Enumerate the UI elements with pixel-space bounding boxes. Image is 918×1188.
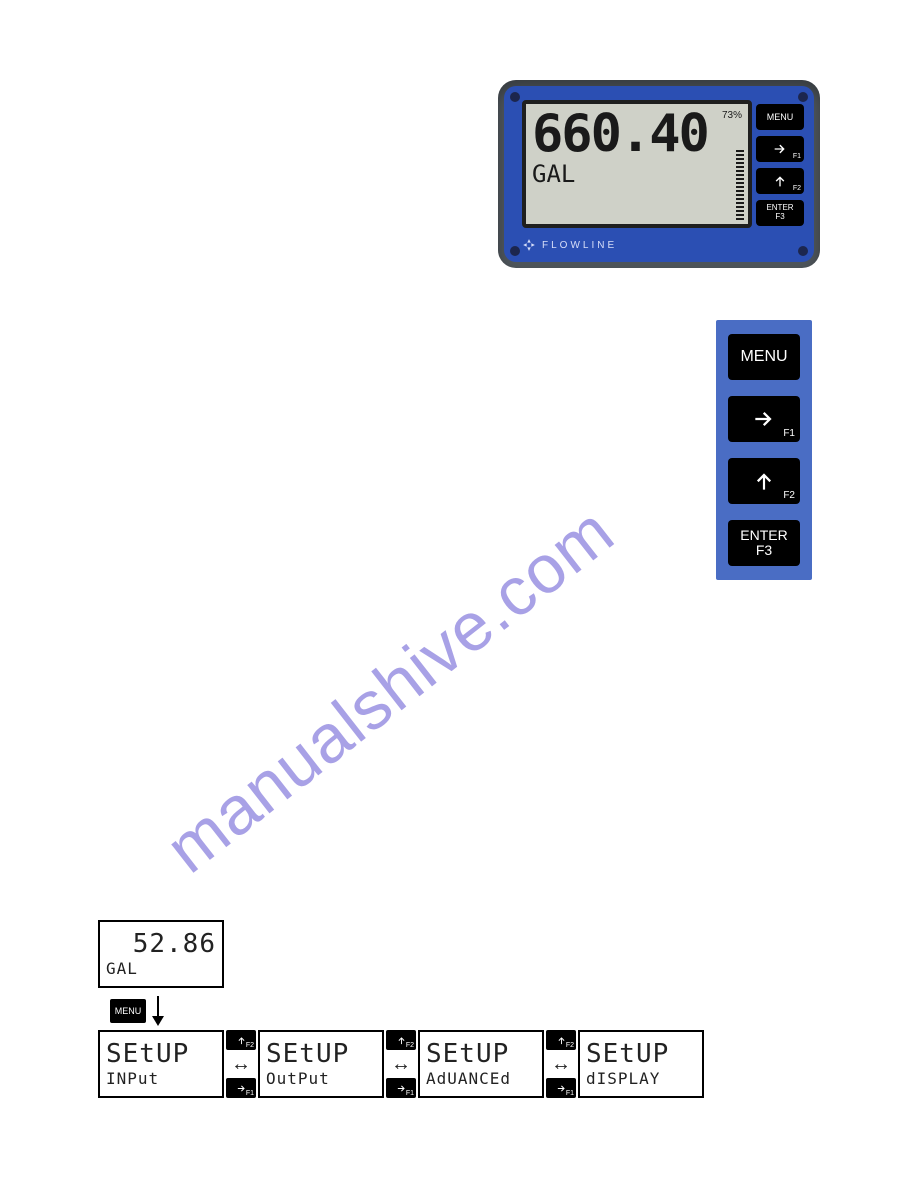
device-bezel: 73% 660.40 GAL MENU F1	[504, 86, 814, 262]
screw-icon	[510, 92, 520, 102]
key-sublabel: F3	[775, 213, 784, 222]
lcd-screen: SEtUP INPut	[98, 1030, 224, 1098]
flow-row: SEtUP INPut F2 ↔ F1 SEtUP OutPut	[98, 1030, 704, 1098]
device-photo: 73% 660.40 GAL MENU F1	[498, 80, 820, 268]
menu-button[interactable]: MENU	[756, 104, 804, 130]
key-sublabel: F1	[406, 1090, 414, 1097]
lcd-line1: SEtUP	[266, 1041, 376, 1067]
lcd-line2: GAL	[106, 959, 216, 978]
key-sublabel: F2	[246, 1042, 254, 1049]
brand-text: FLOWLINE	[542, 240, 617, 251]
flow-nav: F2 ↔ F1	[546, 1030, 576, 1098]
up-f2-button[interactable]: F2	[546, 1030, 576, 1050]
lcd-screen: SEtUP OutPut	[258, 1030, 384, 1098]
flow-diagram: 52.86 GAL MENU SEtUP INPut	[98, 920, 704, 1098]
arrow-up-icon	[772, 173, 788, 189]
arrow-right-icon	[772, 141, 788, 157]
lcd-main-value: 660.40	[532, 108, 744, 160]
right-f1-button[interactable]: F1	[728, 396, 800, 442]
arrow-up-icon	[751, 468, 777, 494]
right-f1-button[interactable]: F1	[226, 1078, 256, 1098]
lcd-line1: SEtUP	[426, 1041, 536, 1067]
arrow-down-icon	[152, 996, 164, 1026]
key-sublabel: F1	[566, 1090, 574, 1097]
lcd-screen: SEtUP AdUANCEd	[418, 1030, 544, 1098]
brand-label: FLOWLINE	[522, 238, 617, 252]
lcd-line1: 52.86	[106, 931, 216, 957]
key-sublabel: F1	[793, 153, 801, 160]
double-arrow-icon: ↔	[391, 1054, 411, 1074]
key-sublabel: F3	[756, 543, 772, 558]
screw-icon	[510, 246, 520, 256]
right-f1-button[interactable]: F1	[386, 1078, 416, 1098]
up-f2-button[interactable]: F2	[386, 1030, 416, 1050]
flow-nav: F2 ↔ F1	[226, 1030, 256, 1098]
watermark: manualshive.com	[152, 492, 629, 888]
device-keypad: MENU F1 F2 ENTER F3	[756, 104, 804, 226]
right-f1-button[interactable]: F1	[756, 136, 804, 162]
lcd-percent: 73%	[722, 110, 742, 121]
keypad-strip: MENU F1 F2 ENTER F3	[716, 320, 812, 580]
key-sublabel: F2	[783, 490, 795, 501]
lcd-line2: AdUANCEd	[426, 1069, 536, 1088]
screw-icon	[798, 92, 808, 102]
lcd-line2: dISPLAY	[586, 1069, 696, 1088]
flow-down-connector: MENU	[110, 996, 704, 1026]
key-label: MENU	[115, 1006, 142, 1016]
enter-f3-button[interactable]: ENTER F3	[756, 200, 804, 226]
key-sublabel: F1	[783, 428, 795, 439]
double-arrow-icon: ↔	[231, 1054, 251, 1074]
arrow-right-icon	[751, 406, 777, 432]
key-label: MENU	[767, 112, 794, 122]
lcd-line2: OutPut	[266, 1069, 376, 1088]
key-sublabel: F2	[406, 1042, 414, 1049]
key-sublabel: F2	[793, 185, 801, 192]
key-sublabel: F2	[566, 1042, 574, 1049]
lcd-unit: GAL	[532, 160, 575, 188]
lcd-bargraph-icon	[736, 126, 744, 220]
lcd-screen: SEtUP dISPLAY	[578, 1030, 704, 1098]
double-arrow-icon: ↔	[551, 1054, 571, 1074]
lcd-line1: SEtUP	[586, 1041, 696, 1067]
flow-start: 52.86 GAL	[98, 920, 704, 988]
lcd-line2: INPut	[106, 1069, 216, 1088]
right-f1-button[interactable]: F1	[546, 1078, 576, 1098]
flow-nav: F2 ↔ F1	[386, 1030, 416, 1098]
device-lcd: 73% 660.40 GAL	[522, 100, 752, 228]
screw-icon	[798, 246, 808, 256]
enter-f3-button[interactable]: ENTER F3	[728, 520, 800, 566]
up-f2-button[interactable]: F2	[728, 458, 800, 504]
key-label: MENU	[740, 348, 787, 366]
key-sublabel: F1	[246, 1090, 254, 1097]
menu-button[interactable]: MENU	[110, 999, 146, 1023]
lcd-line1: SEtUP	[106, 1041, 216, 1067]
up-f2-button[interactable]: F2	[226, 1030, 256, 1050]
flow-step: SEtUP AdUANCEd	[418, 1030, 544, 1098]
lcd-screen: 52.86 GAL	[98, 920, 224, 988]
menu-button[interactable]: MENU	[728, 334, 800, 380]
flow-step: SEtUP INPut	[98, 1030, 224, 1098]
flow-step: SEtUP dISPLAY	[578, 1030, 704, 1098]
brand-logo-icon	[522, 238, 536, 252]
flow-step: SEtUP OutPut	[258, 1030, 384, 1098]
page: 73% 660.40 GAL MENU F1	[0, 0, 918, 1188]
key-label: ENTER	[740, 528, 787, 543]
up-f2-button[interactable]: F2	[756, 168, 804, 194]
